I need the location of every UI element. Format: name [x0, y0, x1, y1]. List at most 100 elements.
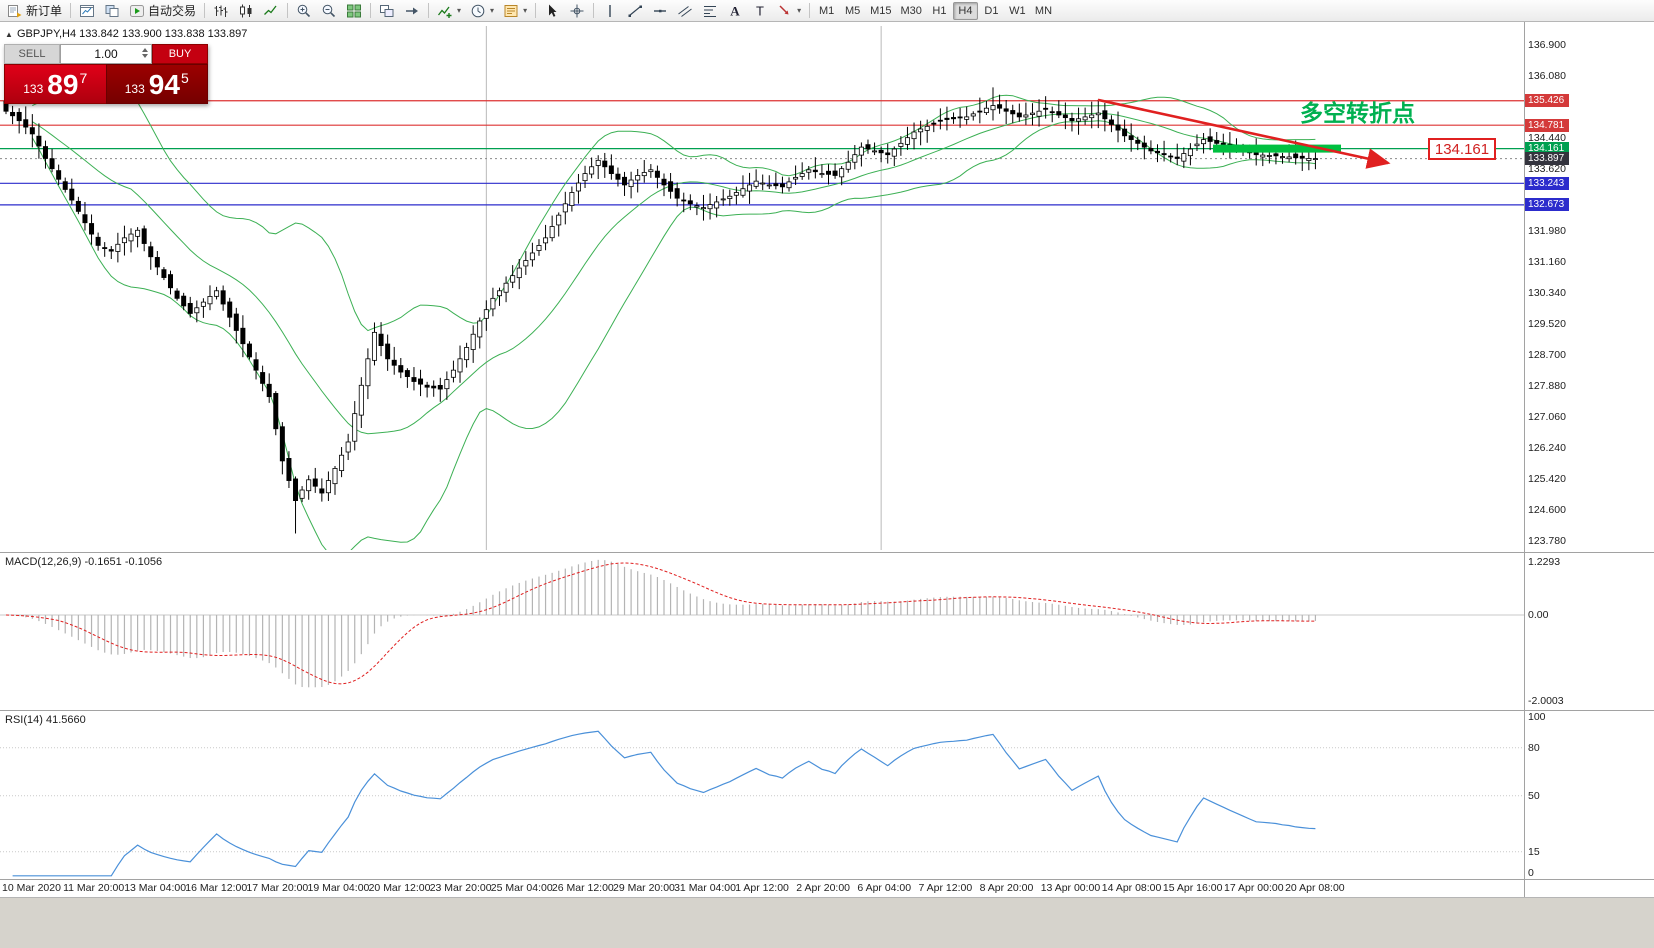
toolbar-separator — [287, 3, 289, 18]
time-axis-label: 20 Mar 12:00 — [368, 882, 431, 894]
channel-tool-button[interactable] — [673, 1, 697, 21]
timeframe-w1-button[interactable]: W1 — [1009, 4, 1026, 17]
pane-separator[interactable] — [0, 552, 1654, 553]
template-icon — [503, 3, 519, 19]
rsi-scale-label: 15 — [1528, 845, 1540, 858]
fibonacci-tool-button[interactable] — [698, 1, 722, 21]
vertical-line-tool-button[interactable] — [598, 1, 622, 21]
volume-up-button[interactable] — [142, 45, 148, 52]
cursor-tool-button[interactable] — [540, 1, 564, 21]
arrange-icon — [379, 3, 395, 19]
timeframe-mn-button[interactable]: MN — [1034, 4, 1053, 17]
hline-icon — [652, 3, 668, 19]
toolbar-separator — [809, 3, 811, 18]
volume-down-button[interactable] — [142, 54, 148, 61]
timeframe-m30-button[interactable]: M30 — [900, 4, 922, 17]
time-axis-label: 26 Mar 12:00 — [551, 882, 614, 894]
toolbar-separator — [428, 3, 430, 18]
window-bottom-area — [0, 897, 1654, 948]
price-badge: 133.243 — [1525, 176, 1569, 190]
price-pane[interactable] — [0, 22, 1654, 552]
svg-text:T: T — [756, 3, 764, 18]
new-order-button[interactable]: 新订单 — [3, 1, 66, 21]
sell-tab[interactable]: SELL — [4, 44, 60, 64]
buy-button[interactable]: 133 94 5 — [105, 64, 208, 104]
price-tick-label: 134.440 — [1528, 132, 1566, 145]
chevron-down-icon[interactable]: ▾ — [797, 6, 802, 15]
time-axis-label: 29 Mar 20:00 — [613, 882, 675, 894]
periods-button[interactable]: ▾ — [466, 1, 498, 21]
price-tick-label: 126.240 — [1528, 442, 1566, 455]
macd-pane[interactable] — [0, 553, 1654, 710]
arrange-windows-button[interactable] — [375, 1, 399, 21]
price-tick-label: 130.340 — [1528, 287, 1566, 300]
arrows-tool-button[interactable]: ▾ — [773, 1, 805, 21]
price-tick-label: 133.620 — [1528, 163, 1566, 176]
chevron-down-icon[interactable]: ▾ — [490, 6, 495, 15]
price-badge: 134.781 — [1525, 118, 1569, 132]
auto-trading-button[interactable]: 自动交易 — [125, 1, 200, 21]
price-tick-label: 131.160 — [1528, 256, 1566, 269]
timeframe-h1-button[interactable]: H1 — [932, 4, 947, 17]
zoom-out-button[interactable] — [317, 1, 341, 21]
one-click-toggle[interactable]: ▲ — [5, 30, 13, 39]
line-chart-mode-button[interactable] — [259, 1, 283, 21]
horizontal-line-tool-button[interactable] — [648, 1, 672, 21]
volume-stepper[interactable]: 1.00 — [60, 44, 152, 64]
label-tool-button[interactable]: T — [748, 1, 772, 21]
autoscroll-icon — [404, 3, 420, 19]
auto-scroll-button[interactable] — [400, 1, 424, 21]
toolbar-separator — [204, 3, 206, 18]
text-tool-button[interactable]: A — [723, 1, 747, 21]
time-axis-label: 1 Apr 12:00 — [735, 882, 789, 894]
templates-button[interactable]: ▾ — [499, 1, 531, 21]
profiles-button[interactable] — [100, 1, 124, 21]
chart-annotation: 多空转折点 — [1300, 100, 1415, 126]
time-axis-label: 31 Mar 04:00 — [674, 882, 736, 894]
time-axis-label: 11 Mar 20:00 — [63, 882, 125, 894]
rsi-scale-label: 50 — [1528, 789, 1540, 802]
arrow-icon — [777, 3, 793, 19]
time-axis-label: 15 Apr 16:00 — [1162, 882, 1223, 894]
price-callout: 134.161 — [1428, 138, 1496, 160]
grid-icon — [346, 3, 362, 19]
indicator-icon — [437, 3, 453, 19]
fibo-icon — [702, 3, 718, 19]
play-icon — [129, 3, 145, 19]
pane-separator[interactable] — [0, 710, 1654, 711]
indicators-button[interactable]: ▾ — [433, 1, 465, 21]
tile-windows-button[interactable] — [342, 1, 366, 21]
trendline-tool-button[interactable] — [623, 1, 647, 21]
candle-chart-mode-button[interactable] — [234, 1, 258, 21]
clock-icon — [470, 3, 486, 19]
timeframe-h4-button[interactable]: H4 — [952, 1, 978, 20]
cursor-icon — [544, 3, 560, 19]
time-axis-label: 13 Mar 04:00 — [124, 882, 187, 894]
bar-chart-mode-button[interactable] — [209, 1, 233, 21]
charts-window-button[interactable] — [75, 1, 99, 21]
chevron-down-icon[interactable]: ▾ — [457, 6, 462, 15]
time-axis-label: 25 Mar 04:00 — [490, 882, 553, 894]
rsi-scale-label: 0 — [1528, 867, 1534, 879]
zoom-in-button[interactable] — [292, 1, 316, 21]
layers-icon — [104, 3, 120, 19]
price-badge: 134.161 — [1525, 142, 1569, 156]
candles-icon — [238, 3, 254, 19]
macd-scale-label: -2.0003 — [1528, 695, 1564, 708]
timeframe-m15-button[interactable]: M15 — [870, 4, 892, 17]
price-badge: 133.897 — [1525, 152, 1569, 166]
timeframe-m5-button[interactable]: M5 — [844, 4, 861, 17]
timeframe-d1-button[interactable]: D1 — [984, 4, 999, 17]
toolbar-separator — [370, 3, 372, 18]
crosshair-tool-button[interactable] — [565, 1, 589, 21]
time-axis-label: 8 Apr 20:00 — [979, 882, 1034, 894]
price-badge: 132.673 — [1525, 198, 1569, 212]
rsi-pane[interactable] — [0, 711, 1654, 879]
buy-tab[interactable]: BUY — [152, 44, 208, 64]
time-axis-label: 13 Apr 00:00 — [1040, 882, 1101, 894]
volume-value: 1.00 — [94, 47, 118, 61]
timeframe-m1-button[interactable]: M1 — [818, 4, 835, 17]
sell-button[interactable]: 133 89 7 — [4, 64, 106, 104]
chevron-down-icon[interactable]: ▾ — [523, 6, 528, 15]
one-click-price-row: 133 89 7 133 94 5 — [4, 64, 208, 104]
